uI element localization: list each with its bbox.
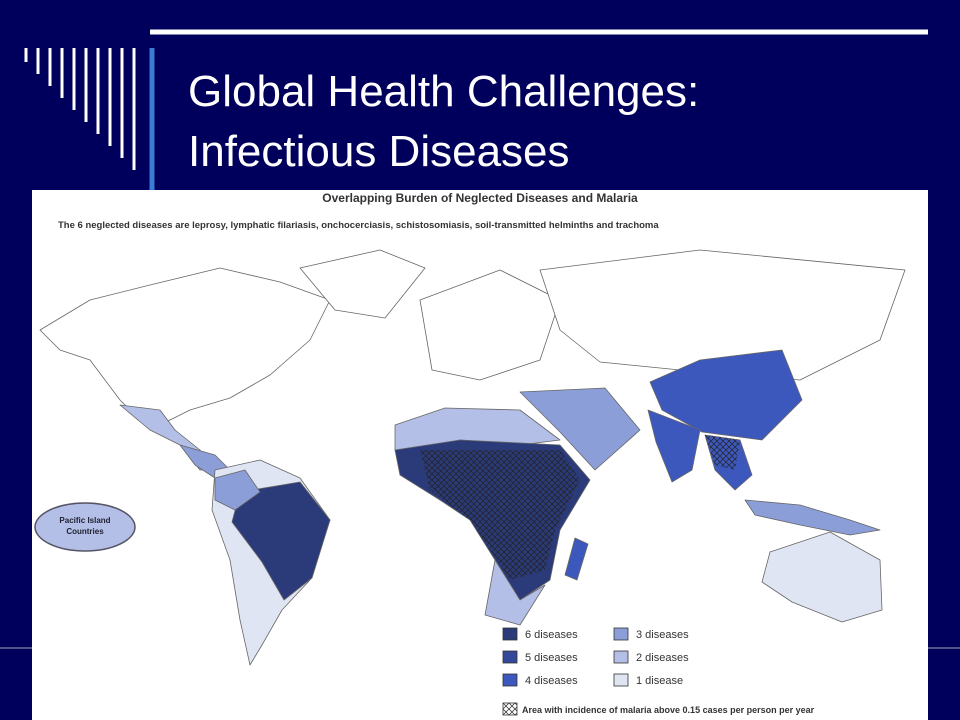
world-map [39, 249, 906, 666]
pacific-inset [34, 502, 136, 552]
legend-label: 1 disease [636, 675, 683, 687]
china [649, 349, 803, 441]
legend-label: Area with incidence of malaria above 0.1… [522, 705, 815, 715]
legend-swatch [613, 650, 629, 664]
slide-title: Global Health Challenges: Infectious Dis… [188, 62, 699, 182]
greenland [299, 249, 426, 319]
legend-swatch [502, 627, 518, 641]
legend-label: 5 diseases [525, 652, 578, 664]
brazil [231, 481, 331, 601]
europe [419, 269, 561, 381]
malaria-area [420, 450, 580, 580]
legend-label: 6 diseases [525, 629, 578, 641]
southern-africa [484, 559, 546, 626]
title-line: Infectious Diseases [188, 127, 570, 176]
legend-label: 2 diseases [636, 652, 689, 664]
legend-swatch [613, 673, 629, 687]
inset-label: Pacific Island [59, 516, 110, 525]
india [647, 409, 701, 483]
andean-north [214, 469, 261, 511]
title-line: Global Health Challenges: [188, 67, 700, 116]
map-title: Overlapping Burden of Neglected Diseases… [322, 191, 638, 205]
legend: 6 diseases 5 diseases 4 diseases 3 diseases… [502, 627, 815, 716]
north-america [39, 267, 331, 431]
stripe-ornament [24, 48, 136, 170]
madagascar [564, 537, 589, 581]
malaria-area [705, 435, 740, 470]
asia-north [539, 249, 906, 381]
map-figure: Overlapping Burden of Neglected Diseases… [32, 190, 928, 720]
indonesia [744, 499, 881, 536]
map-subtitle: The 6 neglected diseases are leprosy, ly… [58, 220, 659, 231]
legend-swatch [613, 627, 629, 641]
middle-east [519, 387, 641, 471]
legend-swatch [502, 702, 518, 716]
inset-label: Countries [66, 527, 104, 536]
legend-swatch [502, 673, 518, 687]
legend-label: 4 diseases [525, 675, 578, 687]
australia [761, 531, 883, 623]
legend-label: 3 diseases [636, 629, 689, 641]
legend-swatch [502, 650, 518, 664]
